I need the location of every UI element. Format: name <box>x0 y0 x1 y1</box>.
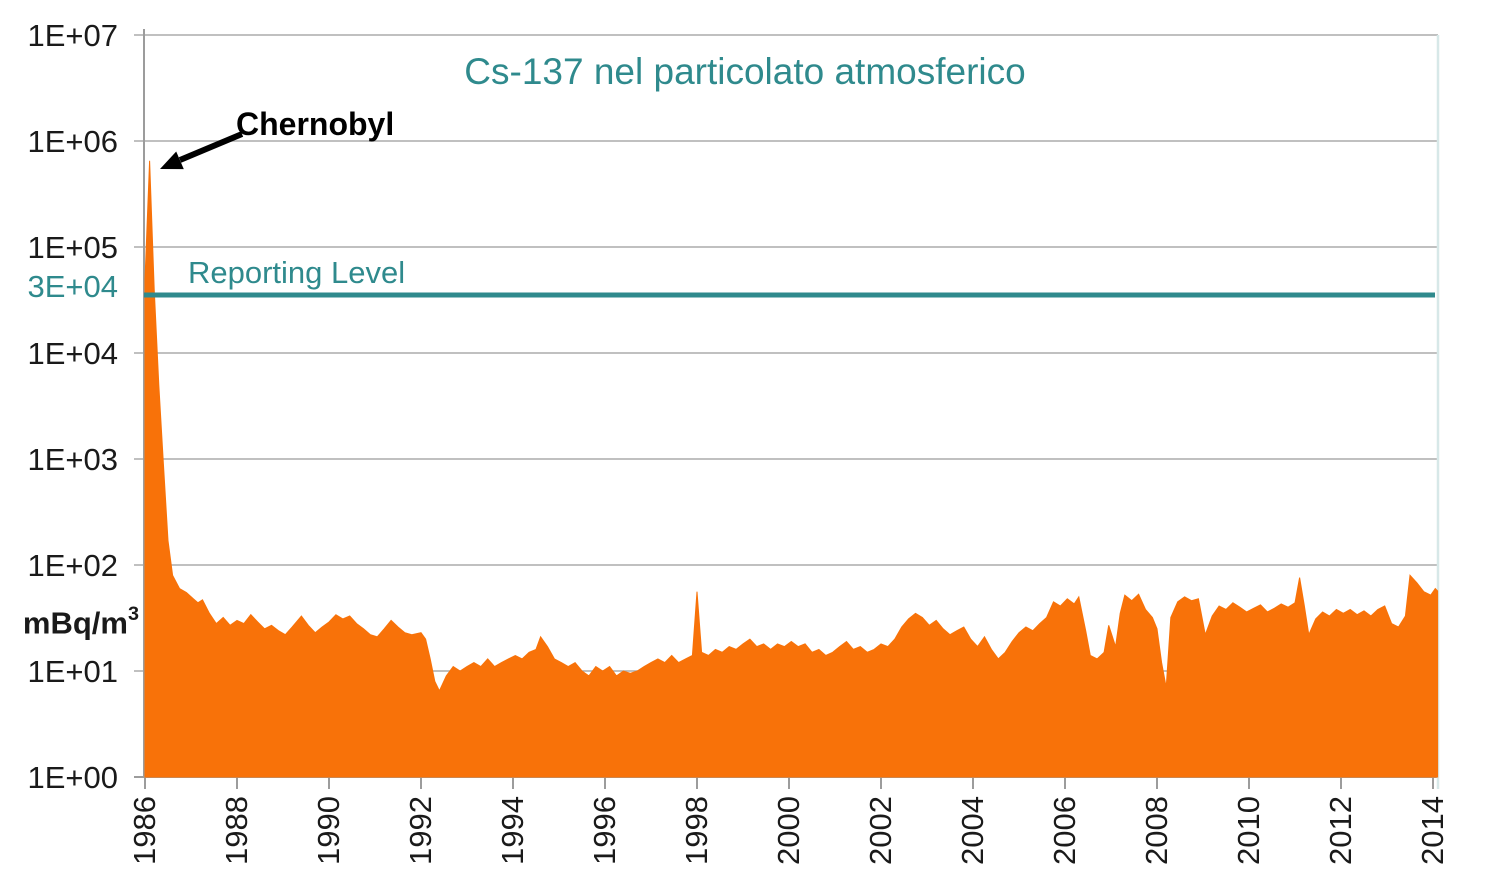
x-tick-label-1990: 1990 <box>311 796 346 865</box>
x-tick-label-1994: 1994 <box>495 796 530 865</box>
y-tick-reporting-level: 3E+04 <box>27 269 118 304</box>
y-axis-unit-label: mBq/m3 <box>14 598 139 641</box>
x-tick-label-2012: 2012 <box>1323 796 1358 865</box>
x-tick-label-1988: 1988 <box>219 796 254 865</box>
x-tick-label-1986: 1986 <box>127 796 162 865</box>
y-tick-label-1E+06: 1E+06 <box>27 124 118 159</box>
y-tick-label-1E+02: 1E+02 <box>27 548 118 583</box>
chernobyl-arrow-shaft <box>178 131 244 163</box>
chernobyl-arrow-head <box>160 151 184 170</box>
y-tick-label-1E+03: 1E+03 <box>27 442 118 477</box>
cs137-area-series <box>144 160 1439 778</box>
x-tick-label-2000: 2000 <box>771 796 806 865</box>
x-tick-label-1996: 1996 <box>587 796 622 865</box>
y-tick-label-1E+01: 1E+01 <box>27 654 118 689</box>
y-tick-label-1E+07: 1E+07 <box>27 18 118 53</box>
x-tick-label-1992: 1992 <box>403 796 438 865</box>
x-tick-label-2006: 2006 <box>1047 796 1082 865</box>
annotation-chernobyl-label: Chernobyl <box>236 106 395 142</box>
x-tick-label-2004: 2004 <box>955 796 990 865</box>
x-tick-label-2008: 2008 <box>1139 796 1174 865</box>
annotation-reporting-level-label: Reporting Level <box>188 255 406 290</box>
chart-title: Cs-137 nel particolato atmosferico <box>464 51 1026 92</box>
x-tick-label-2014: 2014 <box>1415 796 1450 865</box>
x-tick-label-2010: 2010 <box>1231 796 1266 865</box>
y-axis-unit-base: mBq/m <box>22 605 128 641</box>
y-axis-unit-exponent: 3 <box>127 603 139 625</box>
y-tick-label-1E+05: 1E+05 <box>27 230 118 265</box>
x-tick-label-1998: 1998 <box>679 796 714 865</box>
y-tick-label-1E+04: 1E+04 <box>27 336 118 371</box>
y-tick-label-1E+00: 1E+00 <box>27 760 118 795</box>
x-tick-label-2002: 2002 <box>863 796 898 865</box>
